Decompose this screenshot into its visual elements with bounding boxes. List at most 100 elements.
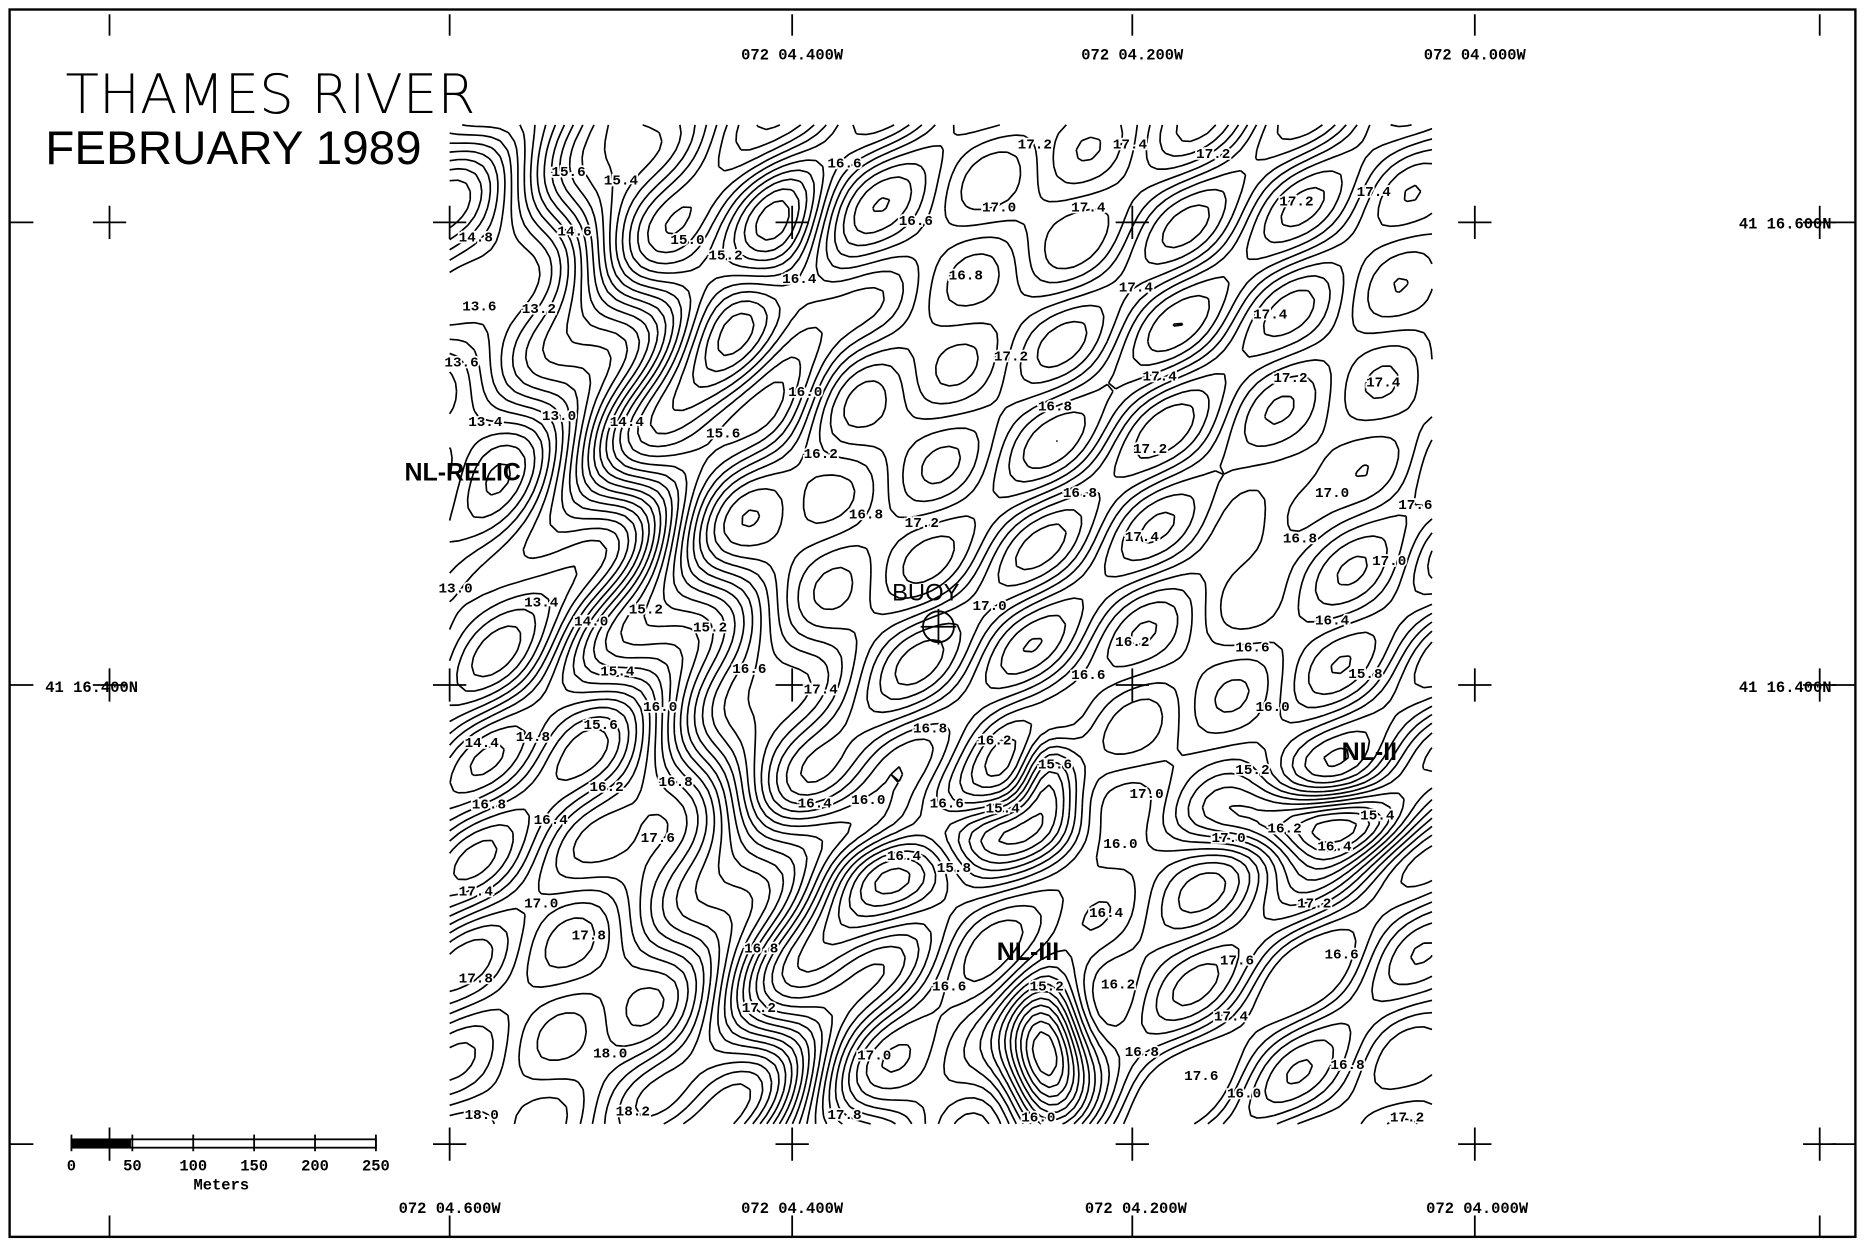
contour-label: 16.8 [849, 508, 883, 524]
contour-label: 17.2 [1279, 195, 1313, 211]
scale-tick-label: 50 [123, 1157, 142, 1175]
contour-label: 16.2 [1115, 635, 1149, 651]
grid-cross [1458, 206, 1491, 239]
contour-label: 15.2 [629, 603, 663, 619]
scale-tick-label: 0 [67, 1157, 76, 1175]
scale-tick-label: 150 [240, 1157, 268, 1175]
contour-label: 16.8 [1038, 399, 1072, 415]
longitude-label: 072 04.400W [741, 46, 844, 64]
contour-label: 16.2 [1101, 977, 1135, 993]
contour-label: 17.6 [1184, 1069, 1218, 1085]
contour-label: 13.4 [524, 596, 559, 612]
contour-label: 15.2 [1235, 763, 1269, 779]
contour-label: 16.4 [782, 272, 817, 288]
contour-label: 17.0 [982, 201, 1016, 217]
contour-label: 17.4 [1071, 201, 1106, 217]
contour-label: 16.2 [977, 733, 1011, 749]
contour-label: 16.6 [1071, 668, 1105, 684]
grid-crosses [10, 14, 1856, 1237]
grid-cross [776, 1127, 809, 1160]
contour-label: 13.4 [468, 415, 503, 431]
grid-cross [1116, 1127, 1149, 1160]
contour-label: 13.0 [438, 581, 472, 597]
contour-label: 17.4 [1357, 185, 1392, 201]
contour-label: 15.6 [1038, 757, 1072, 773]
contour-label: 17.4 [804, 682, 839, 698]
contour-label: 17.0 [1212, 831, 1246, 847]
contour-label: 18.0 [465, 1108, 499, 1124]
contour-label: 17.2 [1133, 442, 1167, 458]
contour-line [638, 125, 1412, 1124]
contour-label: 14.8 [459, 230, 493, 246]
grid-cross [1116, 206, 1149, 239]
scale-tick-label: 250 [362, 1157, 390, 1175]
contour-label: 13.6 [444, 355, 478, 371]
contour-label: 17.4 [1143, 370, 1178, 386]
contour-label: 17.0 [972, 599, 1006, 615]
grid-cross [433, 1127, 466, 1160]
contour-label: 16.8 [658, 775, 692, 791]
contour-label: 17.4 [1366, 376, 1401, 392]
contour-label: 14.4 [610, 415, 645, 431]
contour-label: 17.6 [641, 831, 675, 847]
contour-label: 15.6 [551, 165, 585, 181]
contour-label: 13.6 [462, 299, 496, 315]
contour-label: 17.2 [1297, 896, 1331, 912]
longitude-label: 072 04.000W [1426, 1200, 1529, 1218]
contour-line [605, 125, 1057, 1124]
contour-label: 17.2 [1273, 371, 1307, 387]
contour-label: 16.8 [472, 798, 506, 814]
contour-line [616, 125, 1063, 1124]
grid-cross [1803, 1127, 1836, 1160]
longitude-label: 072 04.200W [1085, 1200, 1188, 1218]
site-label: BUOY [892, 580, 959, 607]
contour-label: 17.8 [572, 929, 606, 945]
map-title: THAMES RIVER [66, 62, 476, 126]
map-frame [10, 10, 1856, 1237]
scale-bar-fill [71, 1139, 130, 1147]
contour-label: 17.0 [1315, 486, 1349, 502]
longitude-label: 072 04.200W [1081, 46, 1184, 64]
grid-cross [93, 206, 126, 239]
grid-cross [1458, 668, 1491, 701]
contour-label: 17.2 [1018, 138, 1052, 154]
contour-label: 16.6 [899, 214, 933, 230]
contour-label: 15.8 [937, 861, 971, 877]
contour-label: 17.2 [905, 516, 939, 532]
contour-label: 17.2 [994, 349, 1028, 365]
contour-label: 17.0 [524, 896, 558, 912]
contour-label: 16.6 [827, 157, 861, 173]
latitude-label: 41 16.400N [45, 679, 138, 697]
contour-label: 16.8 [949, 268, 983, 284]
contour-label: 15.4 [1360, 808, 1395, 824]
contour-label: 16.0 [643, 700, 677, 716]
contour-label: 15.6 [706, 427, 740, 443]
contour-label: 16.8 [1125, 1045, 1159, 1061]
contour-label: 15.6 [584, 718, 618, 734]
contour-label: 15.2 [1030, 980, 1064, 996]
contour-label: 13.0 [542, 409, 576, 425]
contour-label: 16.8 [1283, 531, 1317, 547]
contour-label: 13.2 [522, 302, 556, 318]
buoy-symbol [921, 609, 957, 645]
longitude-label: 072 04.000W [1424, 46, 1527, 64]
contour-label: 16.2 [590, 780, 624, 796]
contour-label: 15.0 [670, 233, 704, 249]
contour-label: 16.4 [798, 797, 833, 813]
longitude-label: 072 04.400W [741, 1200, 844, 1218]
contour-label: 17.6 [1220, 954, 1254, 970]
contour-label: 16.4 [887, 849, 922, 865]
contour-label: 16.4 [534, 813, 569, 829]
contour-label: 16.0 [1227, 1087, 1261, 1103]
contour-label: 18.0 [593, 1046, 627, 1062]
contour-label: 15.2 [708, 248, 742, 264]
contour-line [622, 125, 1356, 1124]
scale-unit: Meters [193, 1176, 249, 1194]
contour-label: 17.4 [1253, 308, 1288, 324]
scale-tick-label: 200 [301, 1157, 329, 1175]
contour-label: 16.0 [1021, 1111, 1055, 1127]
contour-label: 16.2 [804, 447, 838, 463]
contour-label: 17.4 [459, 885, 494, 901]
contour-label: 17.0 [1129, 787, 1163, 803]
